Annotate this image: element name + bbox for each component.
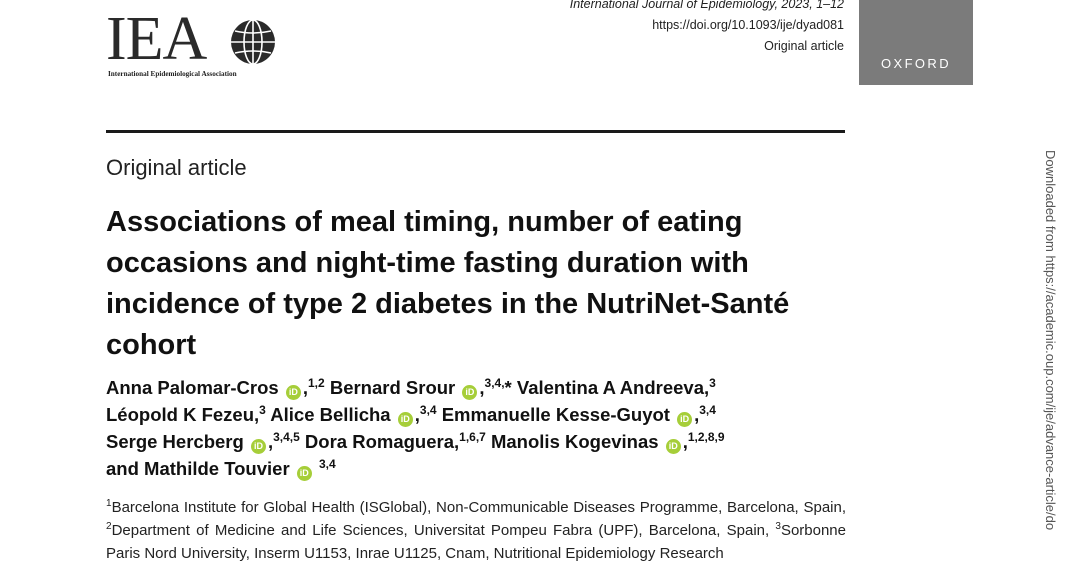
author-affiliation-sup: 3,4 (419, 402, 437, 417)
journal-citation: International Journal of Epidemiology, 2… (569, 0, 844, 11)
affiliations: 1Barcelona Institute for Global Health (… (106, 496, 846, 565)
logo-tagline: International Epidemiological Associatio… (108, 70, 237, 78)
author-name: Anna Palomar-Cros (106, 377, 279, 398)
corresponding-author-mark: * (504, 377, 512, 398)
orcid-icon[interactable]: iD (397, 412, 413, 427)
header-rule (106, 130, 845, 133)
author-affiliation-sup: 3 (259, 402, 266, 417)
globe-icon (231, 19, 275, 65)
orcid-icon[interactable]: iD (250, 439, 266, 454)
author-affiliation-sup: 1,2,8,9 (687, 429, 725, 444)
affiliation-text: Department of Medicine and Life Sciences… (111, 522, 776, 539)
orcid-icon[interactable]: iD (462, 385, 478, 400)
author-affiliation-sup: 3,4,5 (273, 429, 300, 444)
affiliation-sup: 1 (106, 498, 112, 509)
affiliation-sup: 2 (106, 521, 112, 532)
affiliation-text: Barcelona Institute for Global Health (I… (111, 499, 846, 516)
author-affiliation-sup: 3 (709, 375, 716, 390)
download-watermark: Downloaded from https://academic.oup.com… (1043, 150, 1058, 531)
article-type: Original article (106, 155, 247, 180)
affiliation-text: Sorbonne Paris Nord University, Inserm U… (106, 522, 846, 562)
orcid-icon[interactable]: iD (677, 412, 693, 427)
author-affiliation-sup: 3,4 (699, 402, 716, 417)
orcid-icon[interactable]: iD (296, 466, 312, 481)
author-name: Manolis Kogevinas (490, 431, 659, 452)
iea-logo: IEA International Epidemiological Associ… (106, 8, 281, 82)
article-title: Associations of meal timing, number of e… (106, 206, 790, 361)
author-name: Emmanuelle Kesse-Guyot (441, 404, 670, 425)
author-affiliation-sup: 1,2 (308, 375, 325, 390)
author-affiliation-sup: 3,4 (318, 456, 336, 471)
author-name: Serge Hercberg (106, 431, 244, 452)
orcid-icon[interactable]: iD (285, 385, 301, 400)
publisher-name: OXFORD (880, 56, 951, 71)
author-name: Léopold K Fezeu, (106, 404, 260, 425)
author-affiliation-sup: 3,4, (484, 375, 505, 390)
author-name: Alice Bellicha (270, 404, 391, 425)
author-name: Valentina A Andreeva, (516, 377, 710, 398)
affiliation-sup: 3 (775, 521, 781, 532)
oxford-logo: OXFORD (859, 0, 973, 85)
article-type-header: Original article (764, 39, 844, 53)
journal-meta: International Journal of Epidemiology, 2… (570, 0, 844, 57)
logo-letters: IEA (106, 5, 207, 73)
author-list: Anna Palomar-Cros iD ,1,2 Bernard Srour i… (106, 375, 725, 481)
author-affiliation-sup: 1,6,7 (459, 429, 486, 444)
author-name: and Mathilde Touvier (106, 458, 290, 479)
orcid-icon[interactable]: iD (665, 439, 681, 454)
author-name: Bernard Srour (329, 377, 456, 398)
author-name: Dora Romaguera, (304, 431, 460, 452)
doi-link[interactable]: https://doi.org/10.1093/ije/dyad081 (652, 18, 844, 32)
